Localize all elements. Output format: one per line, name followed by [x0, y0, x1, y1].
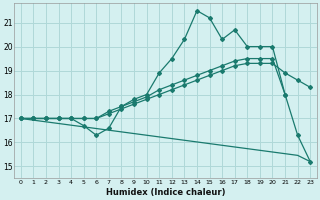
X-axis label: Humidex (Indice chaleur): Humidex (Indice chaleur) — [106, 188, 225, 197]
